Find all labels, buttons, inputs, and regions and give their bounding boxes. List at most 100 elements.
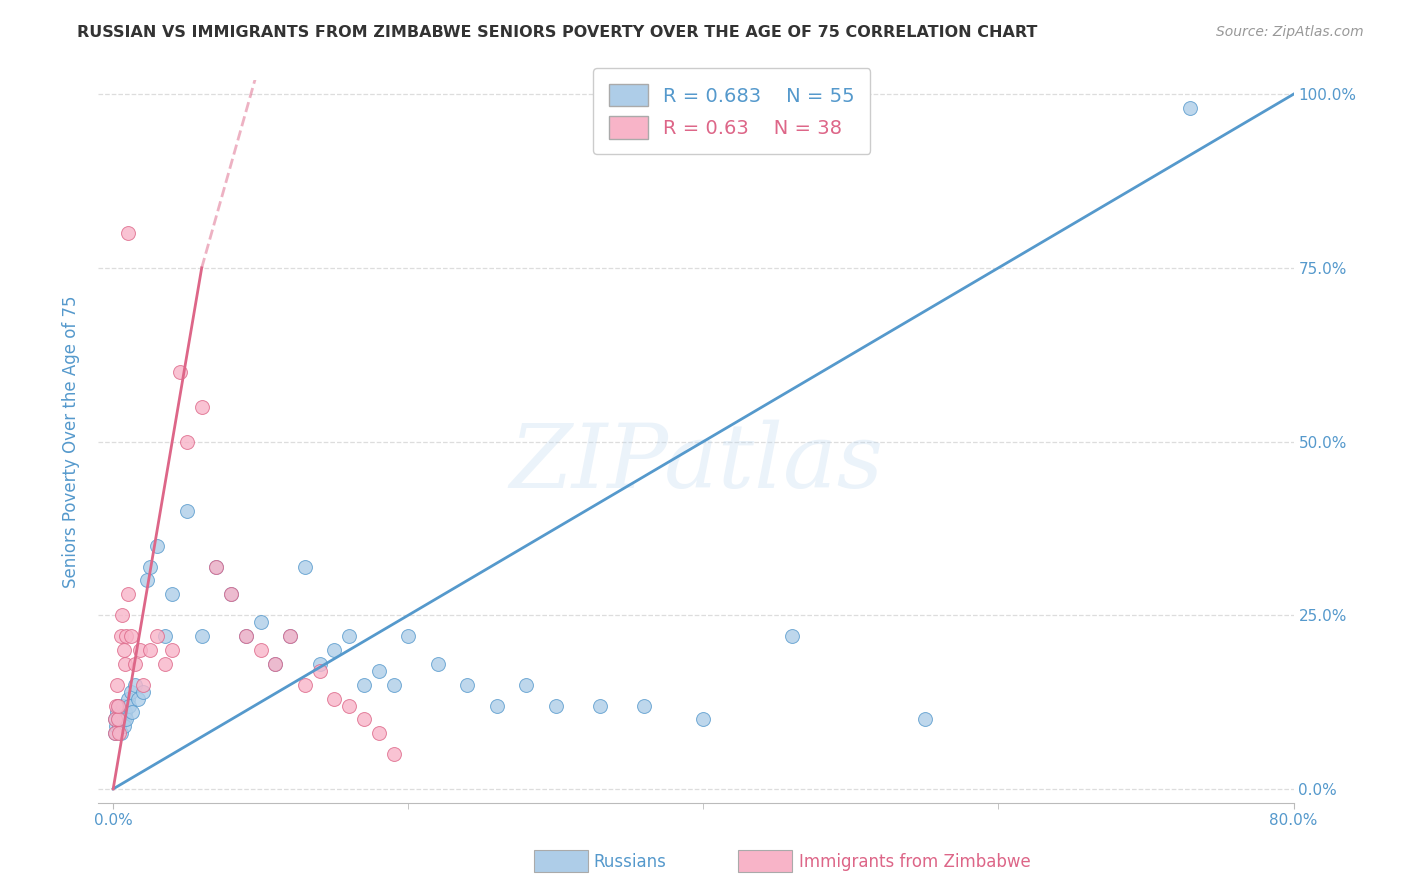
- Point: [117, 587, 139, 601]
- Point: [117, 691, 139, 706]
- Point: [111, 608, 134, 623]
- Point: [121, 706, 143, 720]
- Point: [114, 657, 136, 671]
- Point: [110, 706, 132, 720]
- Point: [117, 226, 139, 240]
- Point: [115, 713, 138, 727]
- Point: [323, 643, 346, 657]
- Point: [131, 684, 153, 698]
- Point: [107, 698, 129, 713]
- Point: [190, 400, 212, 414]
- Point: [104, 713, 127, 727]
- Point: [105, 719, 128, 733]
- Point: [323, 691, 346, 706]
- Point: [382, 747, 405, 761]
- Point: [219, 587, 242, 601]
- Point: [169, 365, 191, 379]
- Point: [219, 587, 242, 601]
- Point: [120, 684, 142, 698]
- Point: [515, 678, 537, 692]
- Point: [367, 726, 389, 740]
- Point: [353, 713, 375, 727]
- Point: [382, 678, 405, 692]
- Point: [105, 706, 128, 720]
- Point: [127, 691, 149, 706]
- Point: [118, 698, 141, 713]
- Point: [589, 698, 612, 713]
- Point: [139, 643, 162, 657]
- Point: [190, 629, 212, 643]
- Point: [153, 657, 176, 671]
- Point: [139, 559, 162, 574]
- Point: [426, 657, 449, 671]
- Point: [308, 657, 330, 671]
- Point: [485, 698, 508, 713]
- Text: ZIPatlas: ZIPatlas: [509, 420, 883, 507]
- Point: [111, 698, 134, 713]
- Point: [205, 559, 228, 574]
- Y-axis label: Seniors Poverty Over the Age of 75: Seniors Poverty Over the Age of 75: [62, 295, 80, 588]
- Point: [264, 657, 287, 671]
- Point: [107, 698, 129, 713]
- Point: [1180, 101, 1202, 115]
- Point: [160, 643, 183, 657]
- Text: RUSSIAN VS IMMIGRANTS FROM ZIMBABWE SENIORS POVERTY OVER THE AGE OF 75 CORRELATI: RUSSIAN VS IMMIGRANTS FROM ZIMBABWE SENI…: [77, 25, 1038, 40]
- Text: Source: ZipAtlas.com: Source: ZipAtlas.com: [1216, 25, 1364, 39]
- Point: [249, 643, 271, 657]
- Point: [104, 726, 127, 740]
- Point: [264, 657, 287, 671]
- Point: [124, 678, 146, 692]
- Text: Russians: Russians: [593, 853, 666, 871]
- Point: [112, 713, 135, 727]
- Point: [107, 713, 129, 727]
- Point: [544, 698, 567, 713]
- Point: [110, 726, 132, 740]
- Point: [105, 678, 128, 692]
- Point: [278, 629, 301, 643]
- Point: [146, 629, 169, 643]
- Point: [176, 504, 198, 518]
- Text: Immigrants from Zimbabwe: Immigrants from Zimbabwe: [799, 853, 1031, 871]
- Point: [633, 698, 655, 713]
- Point: [278, 629, 301, 643]
- Point: [128, 643, 150, 657]
- Point: [456, 678, 478, 692]
- Point: [131, 678, 153, 692]
- Point: [176, 434, 198, 449]
- Point: [120, 629, 142, 643]
- Point: [205, 559, 228, 574]
- Point: [235, 629, 257, 643]
- Point: [112, 643, 135, 657]
- Point: [111, 713, 134, 727]
- Point: [108, 719, 131, 733]
- Point: [114, 706, 136, 720]
- Point: [308, 664, 330, 678]
- Point: [112, 719, 135, 733]
- Point: [146, 539, 169, 553]
- Point: [396, 629, 419, 643]
- Point: [160, 587, 183, 601]
- Point: [692, 713, 714, 727]
- Point: [294, 559, 316, 574]
- Point: [780, 629, 803, 643]
- Point: [108, 726, 131, 740]
- Point: [353, 678, 375, 692]
- Point: [124, 657, 146, 671]
- Point: [136, 574, 159, 588]
- Point: [235, 629, 257, 643]
- Point: [107, 713, 129, 727]
- Point: [105, 698, 128, 713]
- Point: [108, 713, 131, 727]
- Point: [104, 726, 127, 740]
- Point: [110, 629, 132, 643]
- Point: [367, 664, 389, 678]
- Point: [914, 713, 936, 727]
- Point: [294, 678, 316, 692]
- Point: [337, 698, 360, 713]
- Point: [153, 629, 176, 643]
- Point: [249, 615, 271, 630]
- Point: [337, 629, 360, 643]
- Legend: R = 0.683    N = 55, R = 0.63    N = 38: R = 0.683 N = 55, R = 0.63 N = 38: [593, 69, 870, 154]
- Point: [115, 629, 138, 643]
- Point: [104, 713, 127, 727]
